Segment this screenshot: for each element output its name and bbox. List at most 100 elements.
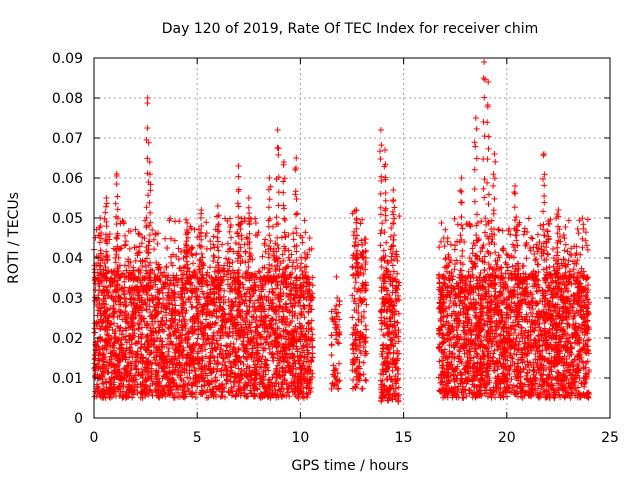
data-point xyxy=(202,233,209,240)
data-point xyxy=(333,273,340,280)
data-point xyxy=(118,331,125,338)
data-point xyxy=(298,328,305,335)
data-point xyxy=(358,385,365,392)
data-point xyxy=(194,335,201,342)
data-point xyxy=(328,352,335,359)
data-point xyxy=(189,245,196,252)
data-point xyxy=(175,256,182,263)
data-point xyxy=(336,360,343,367)
data-point xyxy=(185,295,192,302)
data-point xyxy=(152,230,159,237)
data-point xyxy=(254,232,261,239)
data-point xyxy=(126,296,133,303)
data-point xyxy=(247,390,254,397)
data-point xyxy=(211,268,218,275)
data-point xyxy=(95,292,102,299)
data-point xyxy=(210,257,217,264)
data-point xyxy=(122,241,129,248)
data-point xyxy=(92,329,99,336)
data-point xyxy=(362,376,369,383)
data-point xyxy=(191,326,198,333)
data-point xyxy=(540,221,547,228)
data-point xyxy=(301,264,308,271)
data-point xyxy=(577,251,584,258)
data-point xyxy=(235,365,242,372)
data-point xyxy=(178,279,185,286)
data-point xyxy=(290,236,297,243)
data-point xyxy=(112,254,119,261)
data-point xyxy=(217,367,224,374)
data-point xyxy=(272,306,279,313)
data-point xyxy=(149,227,156,234)
data-point xyxy=(562,224,569,231)
data-point xyxy=(211,244,218,251)
data-point xyxy=(268,262,275,269)
chart-title: Day 120 of 2019, Rate Of TEC Index for r… xyxy=(162,21,538,37)
data-point xyxy=(120,270,127,277)
data-point xyxy=(211,254,218,261)
data-point xyxy=(537,222,544,229)
data-point xyxy=(384,258,391,265)
data-point xyxy=(239,296,246,303)
data-point xyxy=(246,370,253,377)
data-point xyxy=(329,314,336,321)
data-point xyxy=(165,348,172,355)
data-point xyxy=(360,359,367,366)
data-point xyxy=(259,353,266,360)
data-point xyxy=(103,307,110,314)
data-point xyxy=(121,232,128,239)
data-point xyxy=(252,215,259,222)
data-point xyxy=(207,264,214,271)
data-point xyxy=(183,216,190,223)
data-point xyxy=(252,220,259,227)
data-point xyxy=(295,394,302,401)
data-point xyxy=(225,296,232,303)
data-point xyxy=(196,242,203,249)
data-point xyxy=(250,358,257,365)
data-point xyxy=(333,302,340,309)
data-point xyxy=(172,218,179,225)
data-point xyxy=(309,274,316,281)
data-point xyxy=(210,233,217,240)
data-point xyxy=(535,261,542,268)
data-point xyxy=(525,215,532,222)
data-point xyxy=(269,316,276,323)
data-point xyxy=(253,274,260,281)
data-point xyxy=(154,240,161,247)
data-point xyxy=(231,383,238,390)
data-point xyxy=(214,365,221,372)
data-point xyxy=(240,338,247,345)
data-point xyxy=(352,279,359,286)
data-point xyxy=(303,263,310,270)
data-point xyxy=(328,342,335,349)
data-point xyxy=(136,326,143,333)
data-point xyxy=(363,326,370,333)
data-point xyxy=(451,215,458,222)
data-point xyxy=(454,221,461,228)
data-point xyxy=(441,243,448,250)
data-points xyxy=(91,59,593,405)
data-point xyxy=(294,314,301,321)
data-point xyxy=(138,240,145,247)
data-point xyxy=(528,234,535,241)
data-point xyxy=(259,253,266,260)
data-point xyxy=(174,281,181,288)
data-point xyxy=(225,311,232,318)
data-point xyxy=(233,336,240,343)
data-point xyxy=(211,357,218,364)
data-point xyxy=(335,340,342,347)
data-point xyxy=(293,274,300,281)
data-point xyxy=(262,248,269,255)
data-point xyxy=(273,317,280,324)
data-point xyxy=(301,217,308,224)
data-point xyxy=(164,244,171,251)
data-point xyxy=(246,297,253,304)
data-point xyxy=(274,362,281,369)
data-point xyxy=(184,219,191,226)
data-point xyxy=(302,229,309,236)
data-point xyxy=(202,353,209,360)
data-point xyxy=(190,260,197,267)
data-point xyxy=(192,394,199,401)
data-point xyxy=(226,325,233,332)
data-point xyxy=(204,269,211,276)
